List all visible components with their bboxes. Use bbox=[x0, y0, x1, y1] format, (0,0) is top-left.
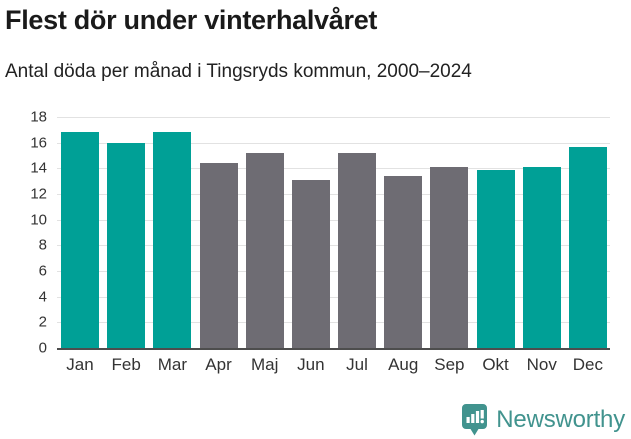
y-tick-label: 4 bbox=[38, 288, 47, 306]
grid-line bbox=[57, 193, 610, 195]
x-tick-label: Okt bbox=[482, 355, 509, 374]
x-tick-label: Jul bbox=[346, 355, 368, 374]
chart-subtitle: Antal döda per månad i Tingsryds kommun,… bbox=[5, 61, 472, 82]
x-tick-label: Nov bbox=[526, 355, 557, 374]
y-tick-label: 8 bbox=[38, 236, 47, 254]
bar-aug bbox=[384, 176, 423, 348]
y-tick-label: 2 bbox=[38, 313, 47, 331]
grid-line bbox=[57, 270, 610, 272]
y-tick-label: 14 bbox=[30, 159, 47, 177]
grid-line bbox=[57, 219, 610, 221]
x-tick-label: Maj bbox=[250, 355, 279, 374]
grid-line bbox=[57, 296, 610, 298]
grid-line bbox=[57, 117, 610, 118]
bar-dec bbox=[568, 146, 607, 348]
bar-jun bbox=[291, 179, 330, 348]
brand-wordmark: Newsworthy bbox=[496, 406, 625, 433]
x-tick-label: Jan bbox=[66, 355, 94, 374]
chart-header: Flest dör under vinterhalvåret Antal död… bbox=[0, 0, 631, 84]
y-tick-label: 0 bbox=[38, 339, 47, 357]
grid-line bbox=[57, 322, 610, 324]
bar-maj bbox=[245, 152, 284, 348]
bar-apr bbox=[199, 163, 238, 348]
x-tick-label: Mar bbox=[157, 355, 187, 374]
brand-footer: Newsworthy bbox=[461, 403, 625, 437]
chart-title: Flest dör under vinterhalvåret bbox=[5, 5, 378, 35]
y-tick-label: 10 bbox=[30, 211, 47, 229]
y-tick-label: 6 bbox=[38, 262, 47, 280]
y-tick-label: 16 bbox=[30, 134, 47, 152]
bar-okt bbox=[476, 169, 515, 348]
plot-area: 0 2 4 6 8 10 12 14 16 18 bbox=[30, 109, 610, 357]
bar-chart-speech-bubble-icon bbox=[461, 403, 488, 437]
grid-line bbox=[57, 245, 610, 247]
x-axis: Jan Feb Mar Apr Maj Jun Jul Aug Sep Okt Nov Dec bbox=[57, 355, 610, 375]
bar-nov bbox=[522, 167, 561, 348]
bar-jan bbox=[61, 132, 99, 348]
y-tick-label: 12 bbox=[30, 185, 47, 203]
bar-feb bbox=[107, 142, 146, 348]
x-tick-label: Sep bbox=[434, 355, 465, 374]
y-tick-label: 18 bbox=[30, 108, 47, 126]
bar-mar bbox=[153, 132, 192, 348]
x-tick-label: Aug bbox=[388, 355, 419, 374]
grid-line bbox=[57, 142, 610, 144]
bar-sep bbox=[430, 167, 469, 348]
x-tick-label: Dec bbox=[572, 355, 603, 374]
chart-area: 0 2 4 6 8 10 12 14 16 18 bbox=[30, 109, 610, 357]
x-tick-label: Apr bbox=[205, 355, 232, 374]
x-tick-label: Jun bbox=[297, 355, 325, 374]
grid-line bbox=[57, 168, 610, 170]
bar-row bbox=[57, 117, 610, 348]
x-tick-label: Feb bbox=[111, 355, 141, 374]
bar-jul bbox=[338, 152, 377, 348]
